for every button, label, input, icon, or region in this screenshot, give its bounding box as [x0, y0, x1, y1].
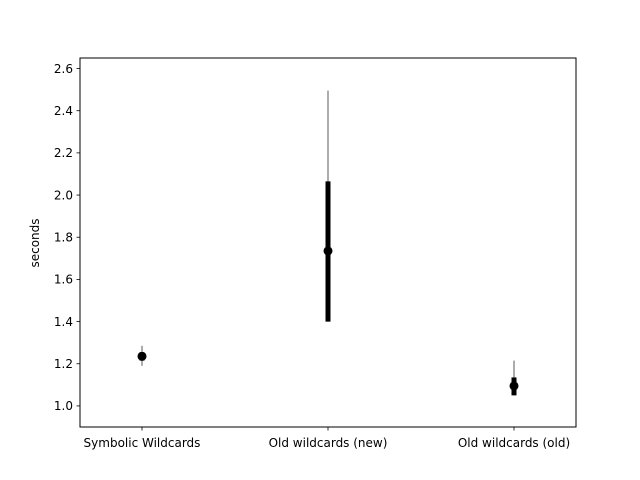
y-tick-label: 2.0: [54, 188, 73, 202]
y-axis-ticks: 1.0 1.2 1.4 1.6 1.8 2.0 2.2 2.4 2.6: [54, 62, 80, 413]
center-point: [509, 381, 519, 391]
center-point: [323, 246, 333, 256]
y-tick-label: 1.8: [54, 231, 73, 245]
y-tick-label: 1.4: [54, 315, 73, 329]
chart-marks: [137, 90, 519, 396]
x-tick-label: Symbolic Wildcards: [84, 436, 201, 450]
y-tick-label: 2.2: [54, 146, 73, 160]
plot-area-frame: [79, 57, 577, 428]
center-point: [137, 351, 147, 361]
x-tick-label: Old wildcards (new): [269, 436, 388, 450]
x-tick-label: Old wildcards (old): [458, 436, 570, 450]
y-tick-label: 2.6: [54, 62, 73, 76]
x-axis-ticks: Symbolic Wildcards Old wildcards (new) Old…: [84, 427, 570, 450]
y-tick-label: 1.6: [54, 273, 73, 287]
y-tick-label: 2.4: [54, 104, 73, 118]
y-axis-title: seconds: [28, 218, 42, 267]
y-tick-label: 1.2: [54, 357, 73, 371]
y-tick-label: 1.0: [54, 399, 73, 413]
